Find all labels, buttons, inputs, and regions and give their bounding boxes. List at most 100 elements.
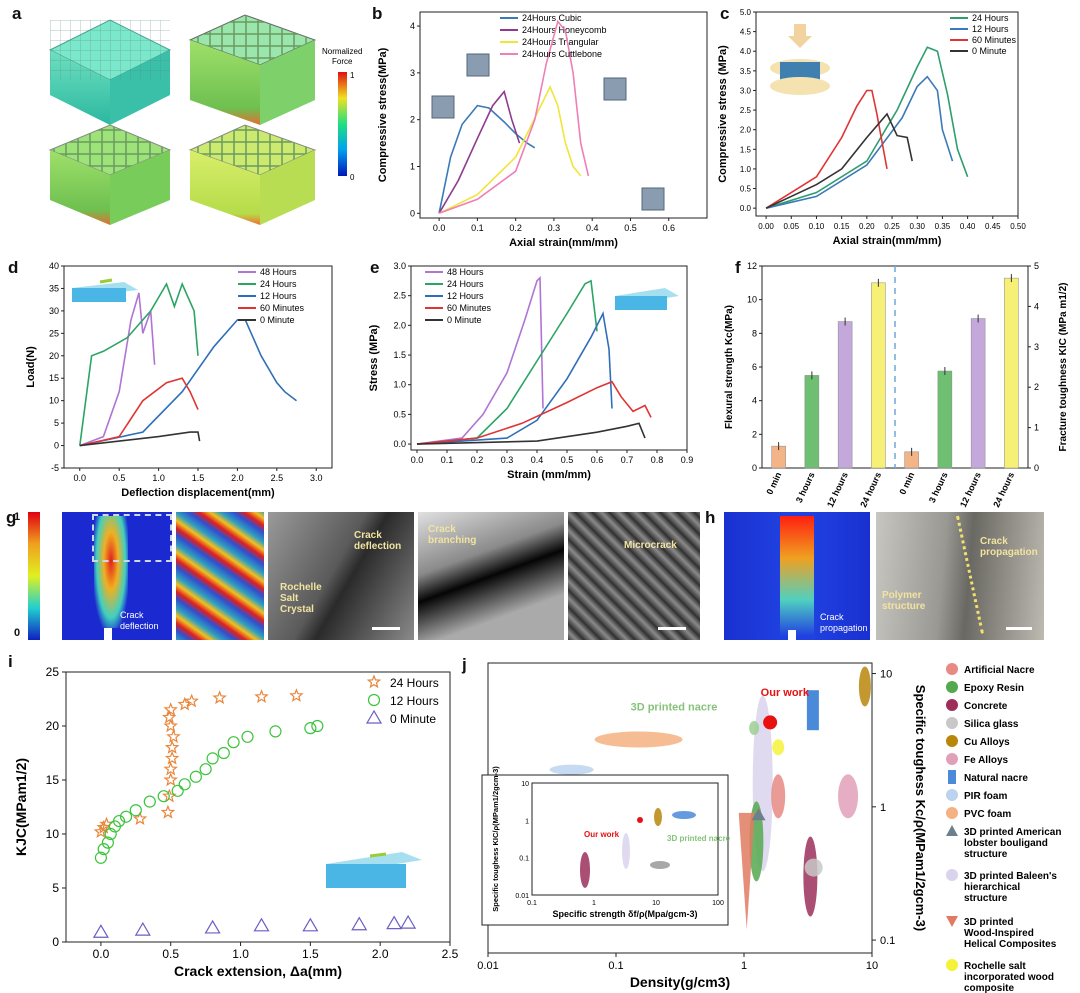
category-label-7: 24 hours (991, 471, 1016, 508)
series-line-2 (765, 89, 888, 209)
x-tick-label: 0.5 (113, 473, 126, 483)
x-tick-label: 1 (741, 960, 747, 972)
series-line-3 (79, 377, 199, 447)
panel-label-a: a (12, 4, 22, 23)
inset-plot-frame (531, 782, 719, 896)
point-2-4 (302, 917, 319, 932)
series-line-3 (416, 380, 652, 445)
y-tick-label: 30 (49, 306, 59, 316)
y-tick-label: 2 (410, 115, 415, 125)
point-0-0 (93, 824, 109, 839)
y-axis-label: Specific toughess Kc/ρ(MPam1/2gcm-3) (913, 685, 928, 931)
load-pin (99, 278, 113, 284)
y-tick-label: 4.5 (740, 28, 752, 37)
x-tick-label: 0.00 (758, 222, 774, 231)
lobster-bouligand (751, 808, 766, 821)
g-fea-zoom-image (176, 512, 264, 640)
point-1-14 (206, 752, 219, 765)
fea-render-1 (48, 19, 172, 125)
colorbar-title-1: Normalized (322, 47, 362, 56)
point-1-6 (119, 810, 133, 823)
legend-label-2: Concrete (964, 701, 1008, 712)
x-tick-label: 0.5 (624, 223, 637, 233)
legend-label-0: 48 Hours (447, 267, 484, 277)
x-axis-label: Deflection displacement(mm) (121, 487, 275, 499)
legend-label-6: Natural nacre (964, 773, 1028, 784)
y-tick-label: 25 (46, 665, 60, 679)
x-tick-label: 0.35 (935, 222, 951, 231)
y-tick-label: 3.0 (740, 86, 752, 95)
y-tick-label: 0 (410, 208, 415, 218)
point-1-18 (269, 725, 282, 738)
legend-label-8: PVC foam (964, 809, 1011, 820)
x-tick-label: 1.5 (192, 473, 205, 483)
x-tick-label: 0.6 (662, 223, 675, 233)
inset-annotation-our-work: Our work (584, 830, 620, 839)
lattice-thumb-0 (431, 95, 455, 119)
y-tick-label: 2.5 (393, 291, 406, 301)
inset-x-axis-label: Specific strength δf/ρ(Mpa/gcm-3) (552, 909, 697, 919)
y-tick-label-right: 4 (1034, 301, 1039, 311)
legend-label-7: PIR foam (964, 791, 1007, 802)
y-tick-label: 4.0 (740, 47, 752, 56)
y-tick-label: 3 (410, 68, 415, 78)
series-line-2 (416, 310, 613, 445)
x-tick-label: 0.0 (93, 947, 110, 961)
inset-annotation-3d-printed-nacre: 3D printed nacre (667, 834, 731, 843)
y-tick-label: 5 (54, 418, 59, 428)
inset-x-tick-label: 0.1 (527, 900, 537, 907)
legend-swatch-1 (946, 681, 958, 693)
legend-label-2: 12 Hours (447, 291, 484, 301)
inset-concrete (580, 852, 590, 888)
x-tick-label: 0.01 (477, 960, 498, 972)
beam-front (615, 296, 667, 310)
panel-label-i: i (8, 652, 13, 671)
point-2-1 (134, 921, 151, 936)
plot-frame (419, 11, 708, 219)
fea-render-4 (188, 124, 317, 225)
x-tick-label: 0.50 (1010, 222, 1026, 231)
annotation-our-work: Our work (761, 687, 810, 699)
point-1-5 (112, 814, 126, 828)
h-photo-image: Crack propagation Polymer structure (876, 512, 1044, 640)
series-line-3 (765, 112, 913, 209)
point-2-0 (92, 924, 109, 938)
point-2-2 (204, 919, 221, 934)
pvc-foam (594, 731, 683, 748)
inset-y-axis-label: Specific toughess KIC/ρ(MPam1/2gcm-3) (491, 766, 500, 912)
y-tick-label-right: 1 (1034, 423, 1039, 433)
fea-render-3 (48, 124, 172, 225)
chart-d: 0.0 0.5 1.0 1.5 2.0 2.5 3.0 -5 0 5 10 15 20 25 30 35 40 D… (25, 261, 333, 499)
x-tick-label: 0.2 (471, 455, 484, 465)
legend-label-0: 24 Hours (390, 676, 439, 690)
series-line-4 (79, 431, 201, 447)
point-1-10 (171, 784, 184, 797)
platen-bottom (770, 77, 830, 95)
legend-label-3: 60 Minutes (260, 303, 305, 313)
point-1-12 (189, 770, 202, 783)
colorbar (338, 72, 347, 176)
x-tick-label: 0.0 (411, 455, 424, 465)
x-axis-label: Density(g/cm3) (630, 974, 730, 990)
y-tick-label: 1.0 (740, 165, 752, 174)
legend-label-4: 0 Minute (260, 315, 295, 325)
inset-natural-nacre (672, 811, 696, 819)
plot-frame (410, 265, 688, 451)
x-tick-label: 0.1 (608, 960, 623, 972)
inset-our-work-point (637, 817, 643, 823)
y-tick-label-right: 0 (1034, 463, 1039, 473)
series-line-3 (438, 19, 590, 215)
point-1-8 (143, 795, 156, 808)
x-tick-label: 0.9 (681, 455, 694, 465)
x-tick-label: 0.0 (433, 223, 446, 233)
inset-x-tick-label: 1 (592, 900, 596, 907)
legend-swatch-2 (946, 699, 958, 711)
legend-swatch-4 (946, 735, 958, 747)
bar-3 (871, 282, 886, 469)
y-tick-label: -5 (51, 463, 59, 473)
panel-label-h: h (705, 508, 716, 527)
point-1-0 (94, 851, 108, 864)
series-line-1 (416, 279, 598, 445)
bar-5 (937, 370, 953, 469)
point-0-9 (164, 739, 180, 754)
